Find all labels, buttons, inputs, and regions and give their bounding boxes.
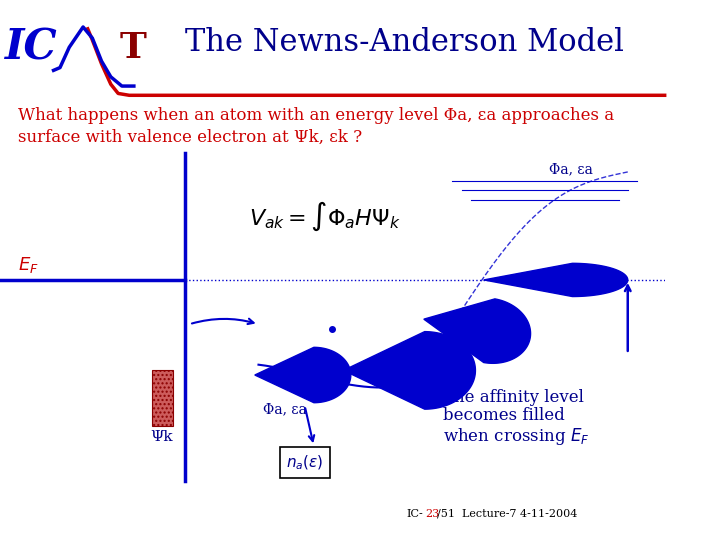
- Text: becomes filled: becomes filled: [443, 407, 565, 424]
- Text: Φa, εa: Φa, εa: [263, 403, 307, 417]
- Polygon shape: [484, 264, 628, 296]
- Polygon shape: [343, 332, 475, 409]
- Bar: [153, 370, 173, 426]
- Text: $V_{ak} = \int \Phi_a H \Psi_k$: $V_{ak} = \int \Phi_a H \Psi_k$: [249, 200, 401, 233]
- Text: The Newns-Anderson Model: The Newns-Anderson Model: [184, 27, 624, 58]
- Text: Ψk: Ψk: [150, 430, 173, 444]
- Text: surface with valence electron at Ψk, εk ?: surface with valence electron at Ψk, εk …: [19, 129, 363, 145]
- Text: /51  Lecture-7 4-11-2004: /51 Lecture-7 4-11-2004: [436, 509, 577, 519]
- Text: Φa, εa: Φa, εa: [549, 163, 593, 177]
- Text: IC-: IC-: [406, 509, 423, 519]
- Polygon shape: [255, 347, 351, 403]
- Text: $n_a(\varepsilon)$: $n_a(\varepsilon)$: [286, 454, 323, 472]
- Text: The affinity level: The affinity level: [443, 389, 584, 406]
- Text: What happens when an atom with an energy level Φa, εa approaches a: What happens when an atom with an energy…: [19, 107, 615, 124]
- Text: T: T: [120, 31, 147, 65]
- Text: $E_F$: $E_F$: [19, 255, 40, 275]
- Text: when crossing $E_F$: when crossing $E_F$: [443, 426, 590, 447]
- Text: IC: IC: [4, 27, 58, 69]
- Text: 23: 23: [426, 509, 440, 519]
- Polygon shape: [424, 299, 531, 363]
